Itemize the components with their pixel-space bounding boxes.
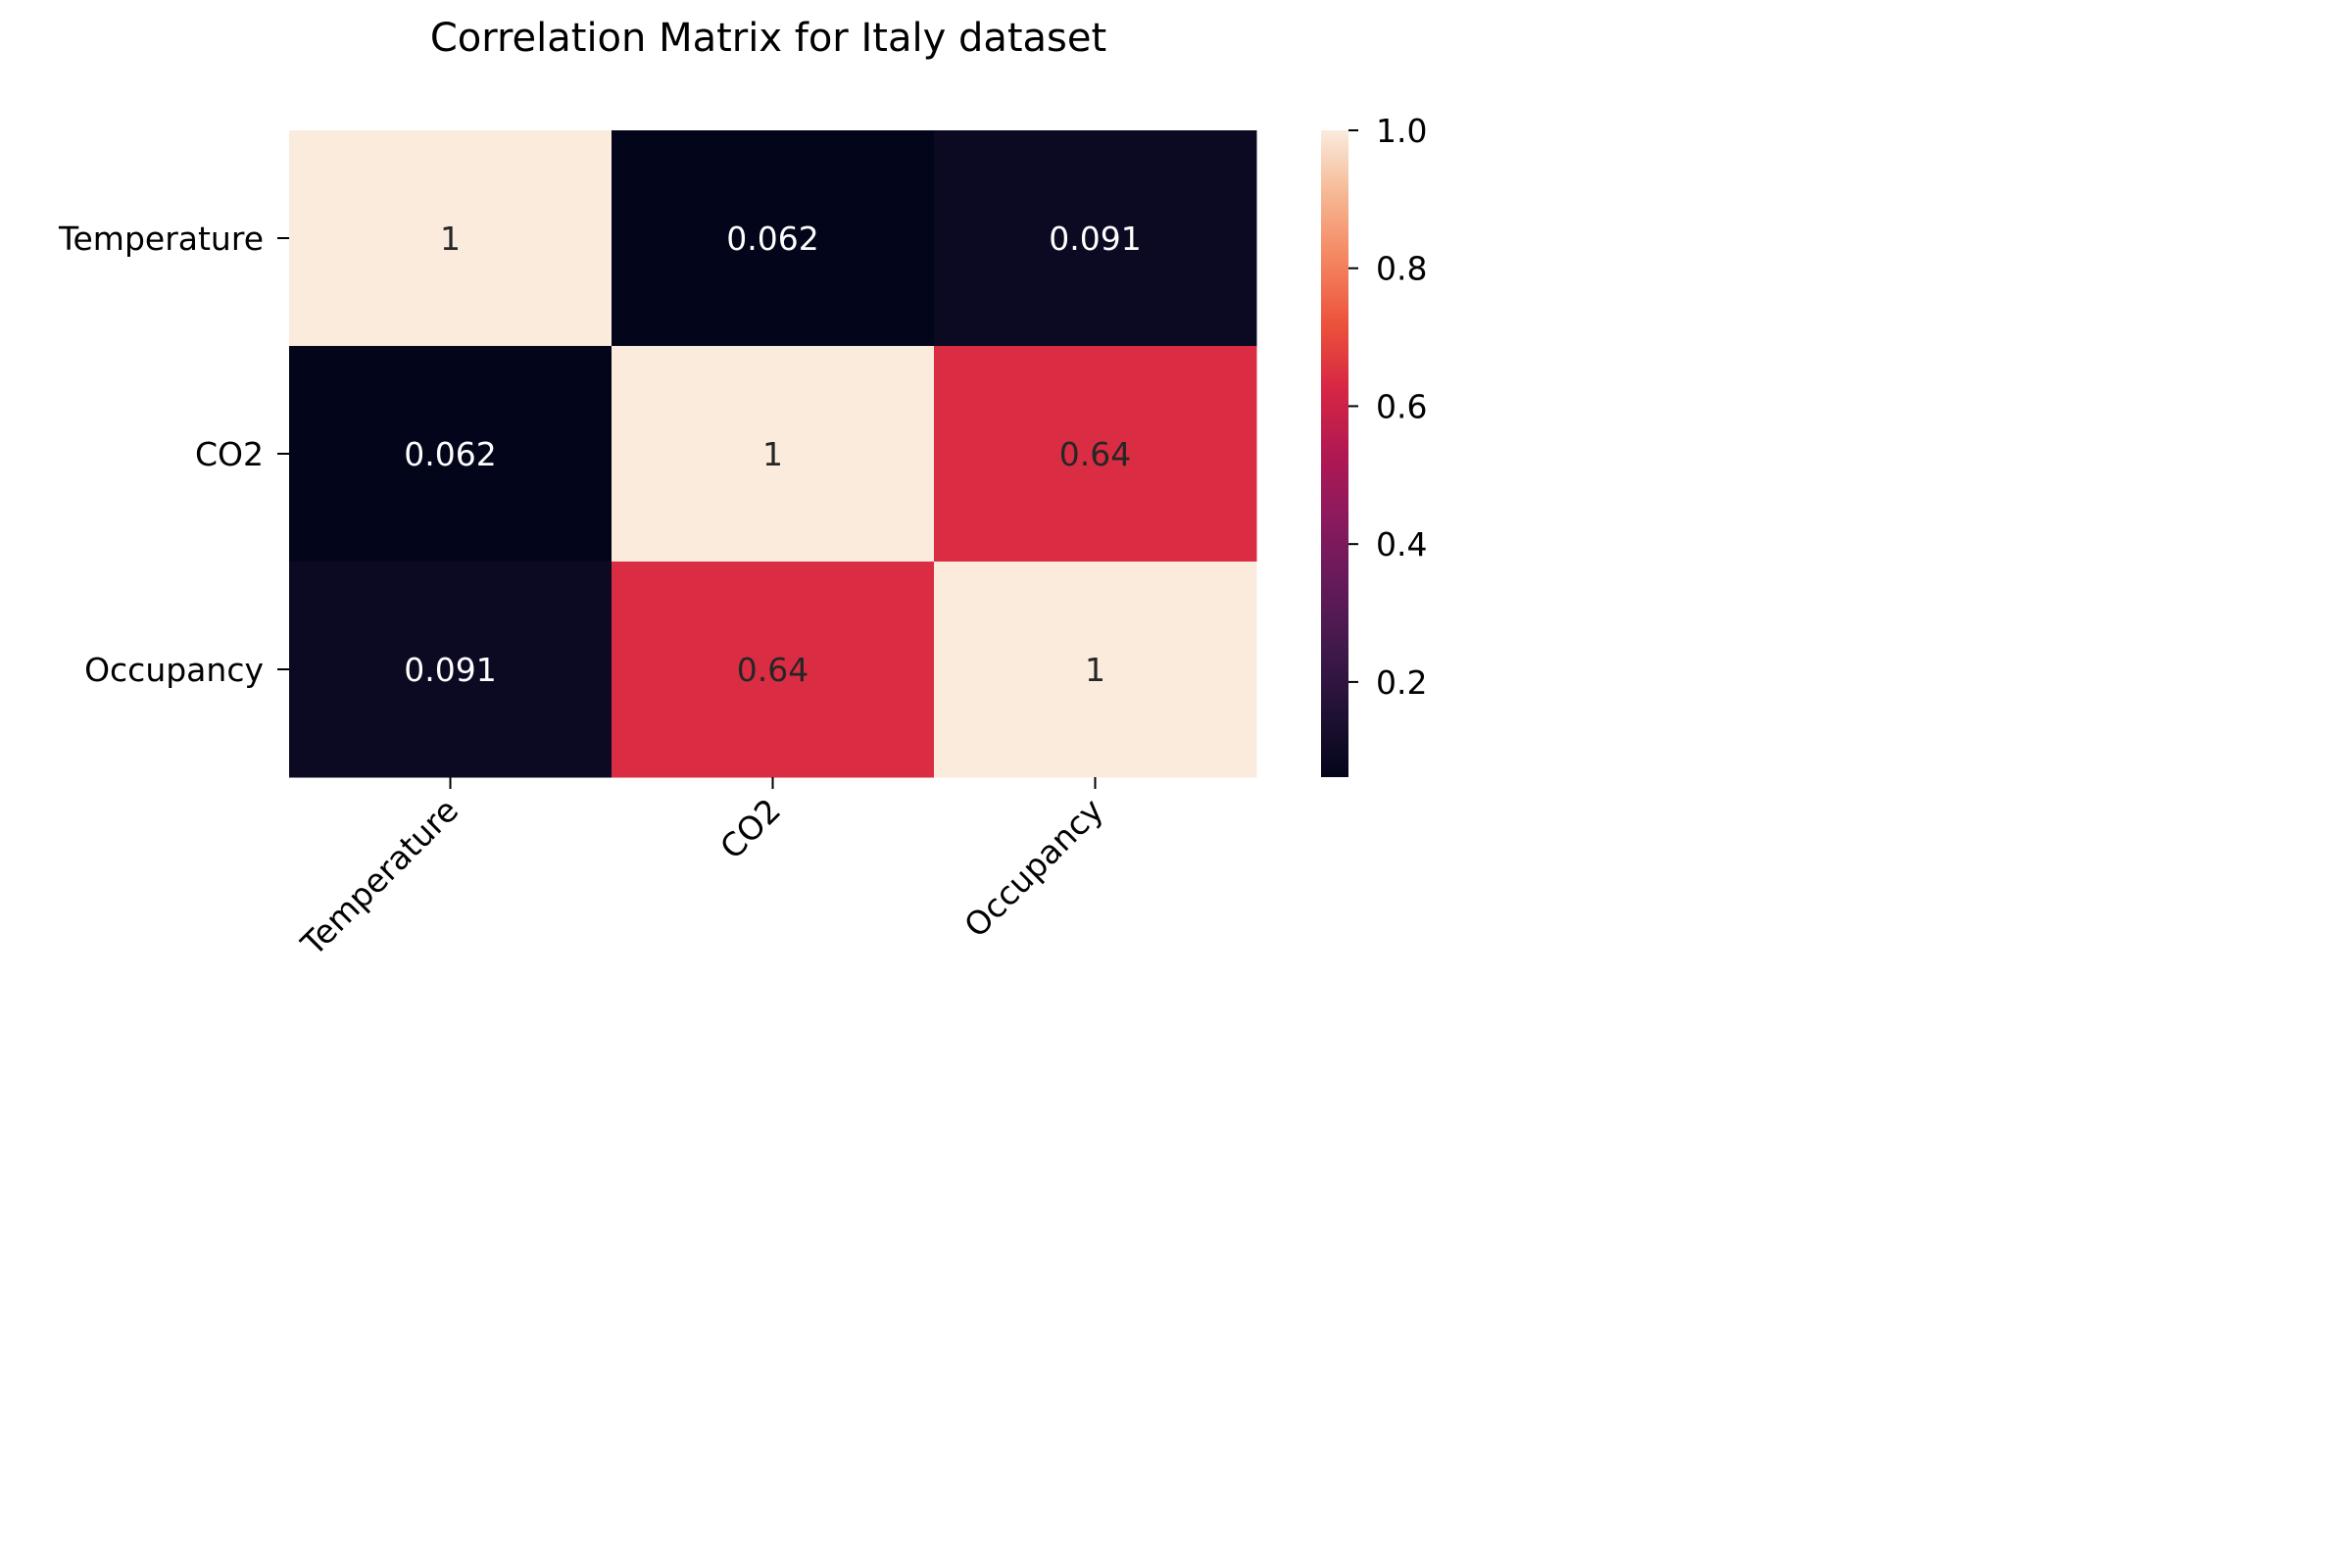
heatmap-figure: Correlation Matrix for Italy dataset 1 0.… [0, 0, 1515, 1030]
cell-annotations: 1 0.062 0.091 0.062 1 0.64 0.091 0.64 1 [404, 220, 1141, 689]
cell-value-label: 0.091 [1049, 220, 1141, 258]
cell-value-label: 0.062 [404, 435, 496, 473]
cell-value-label: 0.062 [726, 220, 818, 258]
heatmap-cell [934, 562, 1257, 778]
heatmap-cell [612, 130, 935, 347]
heatmap-cells [289, 130, 1257, 778]
cell-value-label: 1 [1085, 651, 1105, 689]
colorbar-scale [1321, 130, 1348, 777]
colorbar: 0.2 0.4 0.6 0.8 1.0 [1321, 112, 1427, 777]
cell-value-label: 1 [762, 435, 783, 473]
cell-value-label: 0.64 [737, 651, 808, 689]
heatmap-cell [289, 562, 612, 778]
cell-value-label: 0.64 [1059, 435, 1131, 473]
colorbar-tick-label: 1.0 [1376, 112, 1427, 150]
chart-title: Correlation Matrix for Italy dataset [430, 16, 1106, 61]
y-tick-label: CO2 [195, 435, 264, 473]
cell-value-label: 0.091 [404, 651, 496, 689]
heatmap-cell [934, 346, 1257, 563]
heatmap-cell [934, 130, 1257, 347]
colorbar-tick-label: 0.4 [1376, 525, 1427, 564]
colorbar-tick-label: 0.8 [1376, 250, 1427, 288]
heatmap-cell [612, 562, 935, 778]
heatmap-cell [289, 346, 612, 563]
heatmap-cell [289, 130, 612, 347]
heatmap-cell [612, 346, 935, 563]
y-axis: Temperature CO2 Occupancy [58, 220, 289, 689]
colorbar-tick-label: 0.6 [1376, 387, 1427, 425]
y-tick-label: Occupancy [84, 651, 264, 689]
colorbar-tick-label: 0.2 [1376, 663, 1427, 702]
y-tick-label: Temperature [58, 220, 264, 258]
cell-value-label: 1 [440, 220, 461, 258]
